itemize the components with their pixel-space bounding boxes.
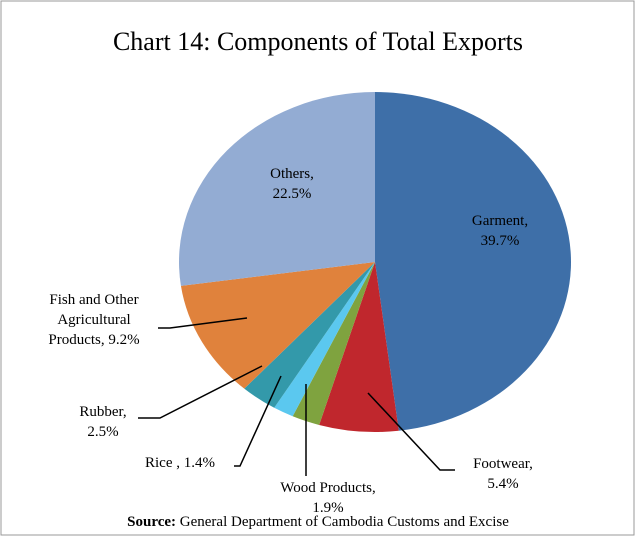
data-label: Footwear, — [473, 456, 533, 472]
pie-slice — [178, 92, 375, 286]
pie-slice — [319, 262, 399, 432]
data-label: Rice , 1.4% — [145, 455, 215, 471]
source-text: General Department of Cambodia Customs a… — [180, 514, 509, 530]
pie-slice — [244, 262, 375, 408]
data-label: Others, — [270, 166, 314, 182]
data-label: 2.5% — [87, 424, 118, 440]
source-label: Source: — [127, 514, 176, 530]
pie-slice — [274, 262, 375, 417]
pie-slice — [180, 262, 375, 389]
leader-line — [367, 392, 455, 471]
leader-line — [138, 365, 263, 419]
leader-line — [158, 317, 248, 329]
source: Source: General Department of Cambodia C… — [127, 514, 509, 530]
data-label: Garment, — [472, 213, 528, 229]
data-label: Wood Products, — [280, 480, 375, 496]
data-label: 1.9% — [312, 500, 343, 516]
leader-line — [234, 375, 282, 467]
data-label: Agricultural — [57, 312, 130, 328]
pie-slice — [292, 262, 375, 425]
data-label: 5.4% — [487, 476, 518, 492]
data-label: Rubber, — [79, 404, 126, 420]
chart-title: Chart 14: Components of Total Exports — [113, 27, 523, 56]
pie-slice — [375, 92, 571, 431]
data-label: Fish and Other — [49, 292, 138, 308]
data-label: 22.5% — [273, 186, 312, 202]
data-label: 39.7% — [481, 233, 520, 249]
data-label: Products, 9.2% — [48, 332, 139, 348]
